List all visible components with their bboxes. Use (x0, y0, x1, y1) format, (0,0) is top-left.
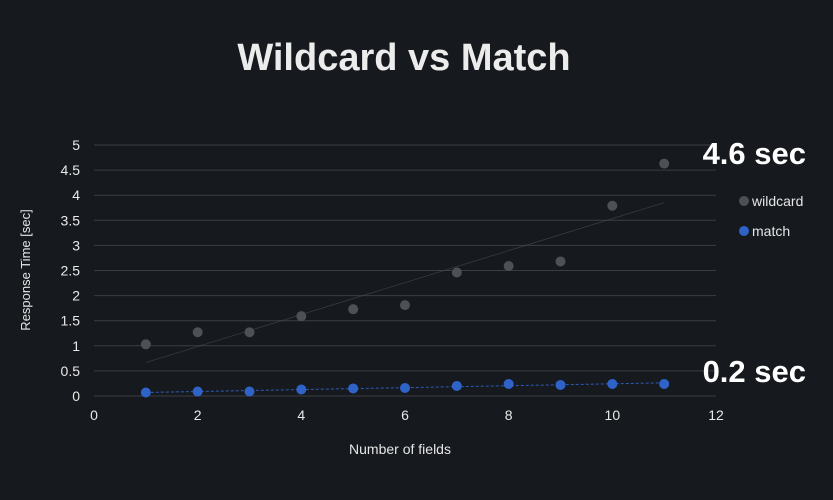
y-axis-label: Response Time [sec] (18, 209, 33, 330)
point-match-2 (192, 386, 203, 397)
point-match-9 (555, 379, 566, 390)
point-wildcard-9 (555, 256, 566, 267)
point-wildcard-5 (348, 304, 359, 315)
annotation-match-max: 0.2 sec (703, 354, 806, 389)
y-tick-label: 2 (72, 288, 80, 304)
point-wildcard-11 (659, 158, 670, 169)
point-match-5 (348, 383, 359, 394)
x-tick-label: 4 (297, 407, 305, 423)
x-tick-labels: 0 2 4 6 8 10 12 (90, 407, 724, 423)
point-wildcard-3 (244, 327, 255, 338)
y-tick-label: 5 (72, 137, 80, 153)
legend: wildcard match (739, 193, 803, 239)
point-wildcard-10 (607, 200, 618, 211)
point-wildcard-4 (296, 311, 307, 322)
y-tick-label: 3.5 (61, 212, 81, 228)
point-match-7 (451, 380, 462, 391)
y-tick-label: 0.5 (61, 363, 81, 379)
y-tick-label: 3 (72, 237, 80, 253)
grid-lines (94, 144, 716, 397)
point-match-1 (140, 387, 151, 398)
x-tick-label: 8 (505, 407, 513, 423)
data-points (140, 158, 670, 398)
x-tick-label: 0 (90, 407, 98, 423)
legend-marker-wildcard (739, 196, 749, 206)
legend-label-match: match (752, 223, 790, 239)
trendline-match (145, 382, 665, 393)
point-wildcard-2 (192, 327, 203, 338)
legend-label-wildcard: wildcard (751, 193, 803, 209)
point-match-4 (296, 384, 307, 395)
point-match-3 (244, 386, 255, 397)
point-match-8 (503, 378, 514, 389)
point-match-11 (659, 378, 670, 389)
annotation-wildcard-max: 4.6 sec (703, 136, 806, 171)
y-tick-label: 4.5 (61, 162, 81, 178)
trendline-wildcard (145, 202, 665, 363)
y-tick-label: 2.5 (61, 263, 81, 279)
point-match-6 (400, 382, 410, 393)
x-axis-label: Number of fields (349, 441, 451, 457)
x-tick-label: 12 (708, 407, 724, 423)
x-tick-label: 10 (605, 407, 621, 423)
y-tick-labels: 0 0.5 1 1.5 2 2.5 3 3.5 4 4.5 5 (61, 137, 81, 404)
point-match-10 (607, 378, 618, 389)
point-wildcard-6 (400, 300, 410, 311)
y-tick-label: 0 (72, 388, 80, 404)
y-tick-label: 1 (72, 338, 80, 354)
chart-title: Wildcard vs Match (237, 37, 570, 79)
trendlines (145, 202, 665, 393)
point-wildcard-1 (140, 339, 151, 350)
x-tick-label: 2 (194, 407, 202, 423)
x-tick-label: 6 (401, 407, 409, 423)
point-wildcard-8 (503, 260, 514, 271)
y-tick-label: 1.5 (61, 313, 81, 329)
point-wildcard-7 (451, 267, 462, 278)
legend-marker-match (739, 226, 749, 236)
y-tick-label: 4 (72, 187, 80, 203)
